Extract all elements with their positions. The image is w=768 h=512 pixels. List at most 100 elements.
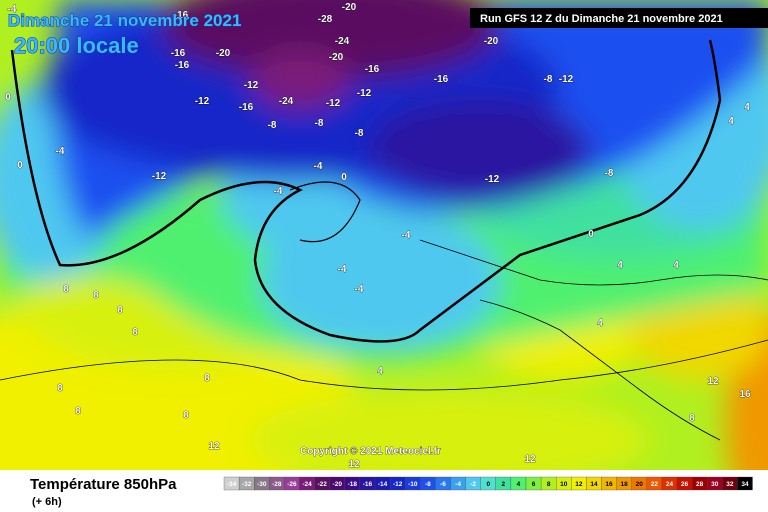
scale-label: 28 <box>696 481 704 488</box>
scale-label: -34 <box>227 481 237 488</box>
contour-label: -4 <box>274 186 283 197</box>
scale-label: 32 <box>726 481 734 488</box>
scale-label: -30 <box>257 481 267 488</box>
scale-label: -32 <box>242 481 252 488</box>
scale-label: -26 <box>287 481 297 488</box>
scale-label: -10 <box>408 481 418 488</box>
contour-label: -12 <box>244 80 259 91</box>
contours <box>0 39 768 441</box>
run-info: Run GFS 12 Z du Dimanche 21 novembre 202… <box>480 13 723 25</box>
contour-label: -8 <box>315 118 324 129</box>
contour-label: 0 <box>17 160 23 171</box>
scale-label: 20 <box>636 481 644 488</box>
contour-label: -16 <box>174 10 189 21</box>
map-date: Dimanche 21 novembre 2021 <box>8 11 241 30</box>
contour-label: -20 <box>484 36 499 47</box>
scale-label: 2 <box>502 481 506 488</box>
contour-label: 16 <box>739 389 751 400</box>
scale-label: -4 <box>455 481 461 488</box>
contour-label: -12 <box>152 171 167 182</box>
scale-label: -24 <box>302 481 312 488</box>
contour-label: -4 <box>402 230 411 241</box>
contour-label: 8 <box>204 373 210 384</box>
contour-label: -20 <box>329 52 344 63</box>
contour-label: 12 <box>707 376 719 387</box>
contour-label: 4 <box>744 102 750 113</box>
contour-label: -12 <box>485 174 500 185</box>
scale-label: 14 <box>590 481 598 488</box>
scale-label: -12 <box>393 481 403 488</box>
scale-label: 0 <box>486 481 490 488</box>
contour-label: -28 <box>318 14 333 25</box>
scale-label: -2 <box>470 481 476 488</box>
contour-label: 8 <box>57 383 63 394</box>
run-box <box>470 8 768 28</box>
scale-label: 22 <box>651 481 659 488</box>
contour-label: 8 <box>117 305 123 316</box>
contour-label: 4 <box>673 260 679 271</box>
footer-title: Température 850hPa <box>30 476 177 493</box>
scale-label: 30 <box>711 481 719 488</box>
contour-label: -8 <box>605 168 614 179</box>
contour-label: 8 <box>183 410 189 421</box>
contour-label: -4 <box>56 146 65 157</box>
contour-label: -24 <box>335 36 350 47</box>
scale-label: 6 <box>532 481 536 488</box>
contour-label: 4 <box>617 260 623 271</box>
scale-label: -18 <box>348 481 358 488</box>
contour-label: 8 <box>63 284 69 295</box>
contour-label: 8 <box>132 327 138 338</box>
contour-label: -12 <box>357 88 372 99</box>
contour-label: 12 <box>208 441 220 452</box>
contour-label: -4 <box>338 264 347 275</box>
map-time: 20:00 locale <box>14 33 139 58</box>
contour-label: -4 <box>355 284 364 295</box>
contour-label: -12 <box>559 74 574 85</box>
scale-label: -16 <box>363 481 373 488</box>
contour-labels: -4-16-20-28-20-24 -20-16-16-20-16-16 -8 -12… <box>5 2 751 470</box>
scale-swatch <box>737 476 753 491</box>
contour-label: 4 <box>597 318 603 329</box>
contour-label: 12 <box>524 454 536 465</box>
contour-label: 4 <box>377 366 383 377</box>
contour-label: -12 <box>195 96 210 107</box>
contour-label: -16 <box>434 74 449 85</box>
scale-label: 16 <box>605 481 613 488</box>
contour-label: -16 <box>175 60 190 71</box>
contour-label: -4 <box>314 161 323 172</box>
contour-label: -8 <box>544 74 553 85</box>
scale-label: -8 <box>425 481 431 488</box>
contour-label: -16 <box>365 64 380 75</box>
footer-lead: (+ 6h) <box>32 496 62 508</box>
contour-label: 0 <box>341 172 347 183</box>
contour-label: -20 <box>342 2 357 13</box>
contour-label: 8 <box>75 406 81 417</box>
scale-label: -20 <box>333 481 343 488</box>
contour-label: -12 <box>326 98 341 109</box>
contour-label: -20 <box>216 48 231 59</box>
contour-label: -4 <box>8 4 17 15</box>
scale-label: 8 <box>547 481 551 488</box>
scale-label: 34 <box>741 481 749 488</box>
scale-label: 4 <box>517 481 521 488</box>
scale-label: -14 <box>378 481 388 488</box>
color-scale: -34 -32 -30 -28 -26 -24 -22 -20 -18 -16 -14 -12 -10-… <box>223 476 753 491</box>
scale-label: 24 <box>666 481 674 488</box>
scale-label: 12 <box>575 481 583 488</box>
contour-label: 12 <box>348 459 360 470</box>
contour-label: -16 <box>239 102 254 113</box>
contour-label: -16 <box>171 48 186 59</box>
scale-label: -22 <box>317 481 327 488</box>
contour-label: 0 <box>5 92 11 103</box>
contour-label: 0 <box>588 229 594 240</box>
contour-label: 4 <box>728 116 734 127</box>
copyright: Copyright © 2021 Meteociel.fr <box>300 446 441 457</box>
contour-label: 8 <box>93 290 99 301</box>
contour-label: -24 <box>279 96 294 107</box>
scale-label: 18 <box>621 481 629 488</box>
scale-label: 10 <box>560 481 568 488</box>
contour-label: -8 <box>355 128 364 139</box>
